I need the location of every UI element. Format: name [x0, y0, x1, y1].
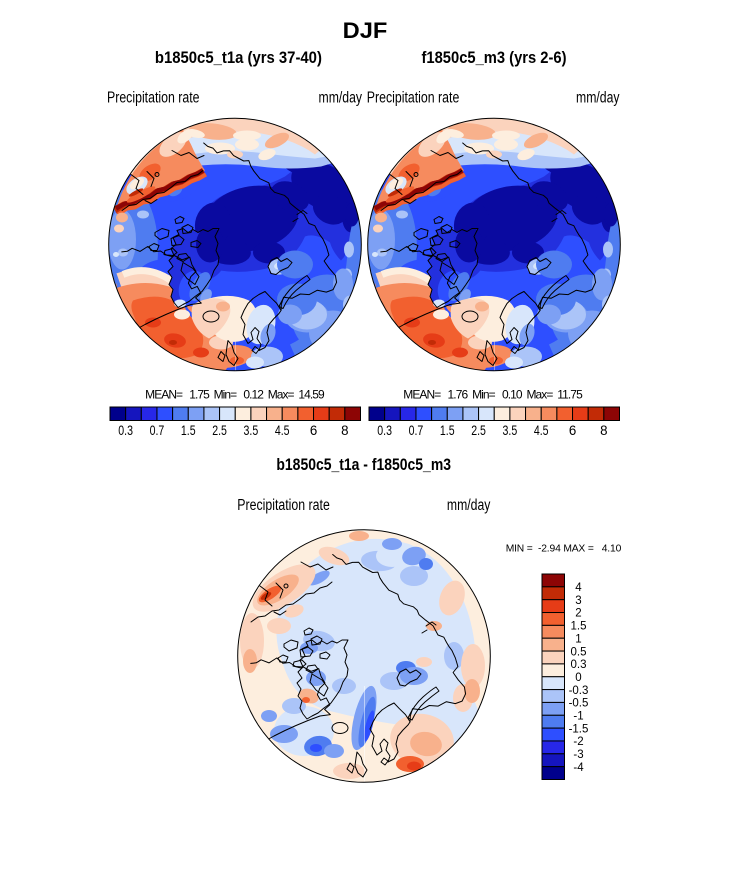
- svg-text:-4: -4: [573, 762, 584, 774]
- svg-text:b1850c5_t1a (yrs 37-40): b1850c5_t1a (yrs 37-40): [155, 49, 322, 67]
- svg-text:3: 3: [575, 595, 581, 607]
- svg-text:Precipitation rate: Precipitation rate: [237, 497, 329, 514]
- svg-text:-3: -3: [573, 749, 583, 761]
- svg-text:0.3: 0.3: [571, 659, 587, 671]
- svg-text:mm/day: mm/day: [319, 90, 363, 107]
- svg-text:Precipitation rate: Precipitation rate: [107, 90, 200, 107]
- svg-text:mm/day: mm/day: [447, 497, 491, 514]
- svg-text:-1: -1: [573, 711, 583, 723]
- svg-text:-2: -2: [573, 736, 583, 748]
- svg-text:-1.5: -1.5: [569, 723, 589, 735]
- svg-text:4: 4: [575, 582, 582, 594]
- svg-text:-0.5: -0.5: [569, 698, 589, 710]
- svg-text:b1850c5_t1a - f1850c5_m3: b1850c5_t1a - f1850c5_m3: [276, 456, 451, 474]
- svg-text:Precipitation rate: Precipitation rate: [367, 90, 460, 107]
- svg-text:f1850c5_m3 (yrs 2-6): f1850c5_m3 (yrs 2-6): [422, 49, 567, 67]
- svg-text:MIN = -2.94 MAX = 4.10: MIN = -2.94 MAX = 4.10: [506, 544, 622, 555]
- svg-text:DJF: DJF: [343, 18, 388, 43]
- svg-text:0: 0: [575, 672, 581, 684]
- svg-text:-0.3: -0.3: [569, 685, 589, 697]
- svg-text:1.5: 1.5: [571, 621, 587, 633]
- svg-text:0.5: 0.5: [571, 646, 587, 658]
- svg-text:2: 2: [575, 608, 581, 620]
- svg-text:mm/day: mm/day: [576, 90, 620, 107]
- svg-text:MEAN= 1.75 Min= 0.12 Max: MEAN= 1.75 Min= 0.12 Max= 14.59: [145, 387, 325, 401]
- svg-text:1: 1: [575, 633, 581, 645]
- svg-text:MEAN= 1.76 Min= 0.10 Max: MEAN= 1.76 Min= 0.10 Max= 11.75: [403, 387, 583, 401]
